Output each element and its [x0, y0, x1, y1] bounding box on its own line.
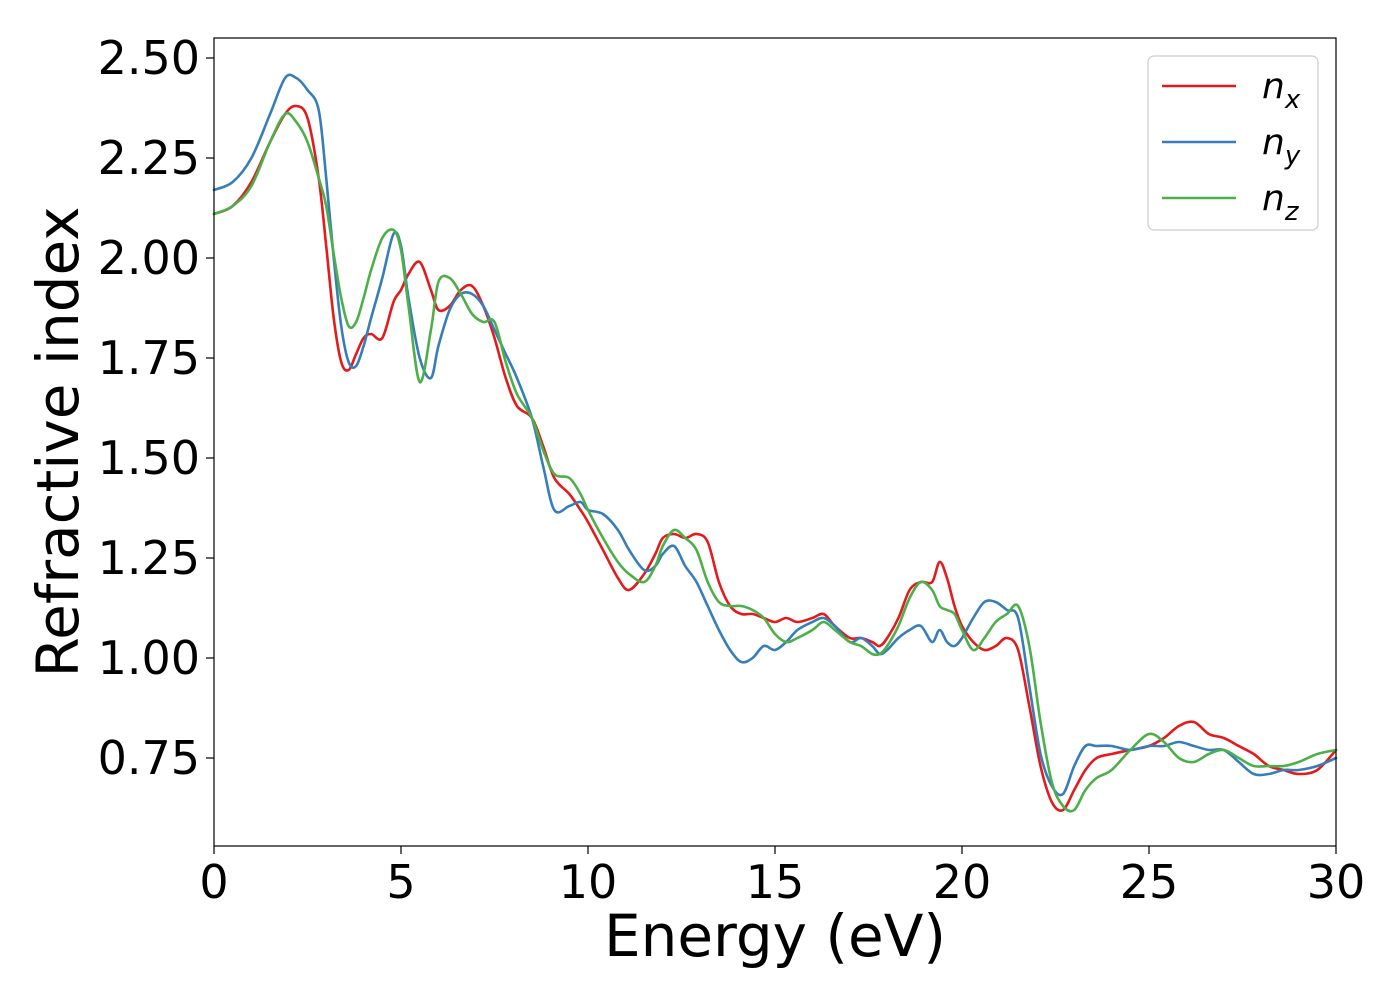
y-axis: 0.75 1.00 1.25 1.50 1.75 2.00 2.25 2.50	[98, 31, 214, 785]
legend-label-nz: nz	[1262, 178, 1300, 227]
x-tick-label: 5	[386, 855, 415, 909]
series-layer	[212, 73, 1338, 813]
x-tick-label: 10	[559, 855, 618, 909]
y-tick-label: 0.75	[98, 731, 200, 785]
y-tick-label: 1.50	[98, 431, 200, 485]
x-tick-label: 15	[746, 855, 805, 909]
series-line-nz	[212, 111, 1338, 813]
legend: nx ny nz	[1147, 55, 1319, 231]
y-tick-label: 2.25	[98, 131, 200, 185]
x-tick-label: 30	[1307, 855, 1366, 909]
x-axis: 0 5 10 15 20 25 30	[199, 846, 1365, 909]
y-axis-title: Refractive index	[24, 206, 92, 677]
y-tick-label: 1.25	[98, 531, 200, 585]
x-tick-label: 25	[1120, 855, 1179, 909]
y-tick-label: 1.00	[98, 631, 200, 685]
legend-label-ny: ny	[1262, 122, 1301, 171]
legend-label-nx: nx	[1262, 66, 1301, 115]
x-tick-label: 20	[933, 855, 992, 909]
x-tick-label: 0	[199, 855, 228, 909]
series-line-nx	[212, 104, 1338, 812]
y-tick-label: 1.75	[98, 331, 200, 385]
x-axis-title: Energy (eV)	[604, 902, 946, 970]
y-tick-label: 2.50	[98, 31, 200, 85]
series-line-ny	[212, 73, 1338, 797]
y-tick-label: 2.00	[98, 231, 200, 285]
